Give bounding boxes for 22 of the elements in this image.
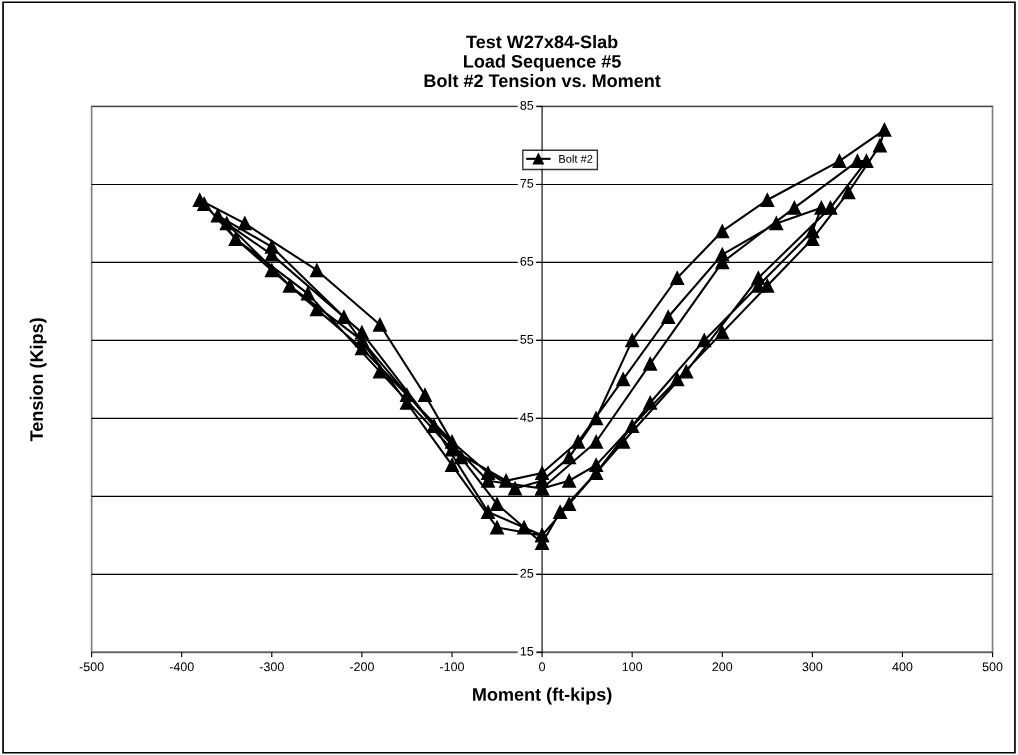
x-tick-label: 300 bbox=[802, 662, 823, 672]
y-tick-label: 75 bbox=[520, 179, 534, 188]
x-tick-label: 400 bbox=[892, 662, 913, 672]
y-tick-label: 15 bbox=[520, 646, 534, 656]
y-tick-label: 65 bbox=[520, 256, 534, 266]
y-axis-title: Tension (Kips) bbox=[29, 318, 47, 442]
y-tick-label: 85 bbox=[520, 100, 534, 110]
chart-title: Test W27x84-Slab Load Sequence #5 Bolt #2 Tension vs. Moment bbox=[424, 35, 661, 88]
x-tick-label: -100 bbox=[440, 662, 465, 672]
y-tick-label: 25 bbox=[520, 568, 534, 578]
x-tick-label: 100 bbox=[622, 662, 643, 672]
x-tick-label: -400 bbox=[169, 662, 194, 672]
x-tick-label: 200 bbox=[712, 662, 733, 672]
x-tick-label: 500 bbox=[982, 662, 1003, 672]
x-tick-label: -500 bbox=[79, 662, 104, 672]
y-tick-label: 55 bbox=[520, 335, 534, 344]
y-tick-label: 45 bbox=[520, 413, 534, 422]
x-tick-label: -300 bbox=[259, 662, 284, 672]
legend-label: Bolt #2 bbox=[559, 154, 593, 163]
x-axis-title: Moment (ft-kips) bbox=[473, 687, 612, 705]
x-tick-label: 0 bbox=[539, 662, 546, 672]
x-tick-label: -200 bbox=[349, 662, 374, 672]
